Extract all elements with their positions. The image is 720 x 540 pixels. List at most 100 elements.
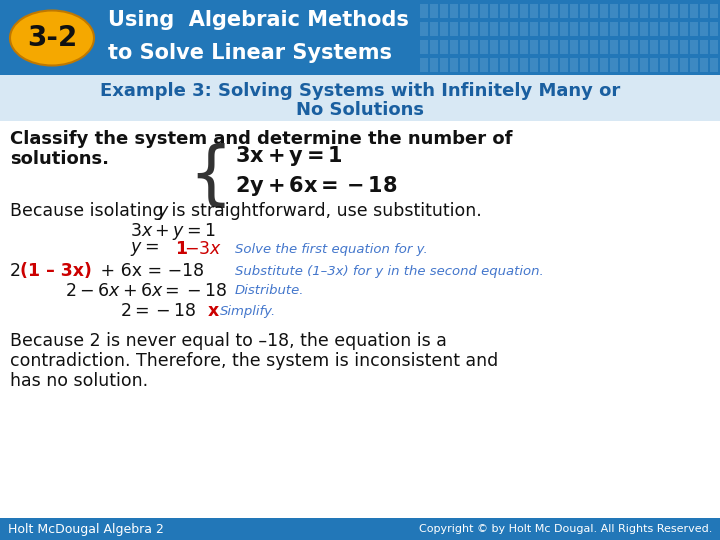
FancyBboxPatch shape: [430, 58, 438, 72]
FancyBboxPatch shape: [530, 22, 538, 36]
FancyBboxPatch shape: [600, 22, 608, 36]
FancyBboxPatch shape: [680, 22, 688, 36]
FancyBboxPatch shape: [580, 40, 588, 54]
Text: Example 3: Solving Systems with Infinitely Many or: Example 3: Solving Systems with Infinite…: [100, 82, 620, 100]
Text: + 6x = −18: + 6x = −18: [95, 262, 204, 280]
Text: Holt McDougal Algebra 2: Holt McDougal Algebra 2: [8, 523, 164, 536]
FancyBboxPatch shape: [420, 58, 428, 72]
FancyBboxPatch shape: [460, 4, 468, 18]
Text: Distribute.: Distribute.: [235, 285, 305, 298]
FancyBboxPatch shape: [480, 58, 488, 72]
FancyBboxPatch shape: [500, 58, 508, 72]
FancyBboxPatch shape: [670, 22, 678, 36]
FancyBboxPatch shape: [670, 40, 678, 54]
FancyBboxPatch shape: [510, 40, 518, 54]
FancyBboxPatch shape: [600, 58, 608, 72]
FancyBboxPatch shape: [570, 58, 578, 72]
FancyBboxPatch shape: [670, 4, 678, 18]
Text: Classify the system and determine the number of: Classify the system and determine the nu…: [10, 130, 513, 148]
Text: contradiction. Therefore, the system is inconsistent and: contradiction. Therefore, the system is …: [10, 352, 498, 370]
FancyBboxPatch shape: [670, 58, 678, 72]
FancyBboxPatch shape: [530, 40, 538, 54]
FancyBboxPatch shape: [710, 58, 718, 72]
FancyBboxPatch shape: [660, 22, 668, 36]
FancyBboxPatch shape: [450, 4, 458, 18]
FancyBboxPatch shape: [460, 22, 468, 36]
FancyBboxPatch shape: [710, 22, 718, 36]
FancyBboxPatch shape: [650, 40, 658, 54]
FancyBboxPatch shape: [700, 40, 708, 54]
FancyBboxPatch shape: [690, 58, 698, 72]
FancyBboxPatch shape: [430, 22, 438, 36]
FancyBboxPatch shape: [0, 0, 720, 75]
FancyBboxPatch shape: [650, 22, 658, 36]
FancyBboxPatch shape: [620, 4, 628, 18]
FancyBboxPatch shape: [550, 22, 558, 36]
FancyBboxPatch shape: [690, 40, 698, 54]
FancyBboxPatch shape: [630, 4, 638, 18]
FancyBboxPatch shape: [500, 4, 508, 18]
Text: x: x: [208, 302, 220, 320]
Text: Because isolating: Because isolating: [10, 202, 169, 220]
FancyBboxPatch shape: [470, 4, 478, 18]
FancyBboxPatch shape: [470, 58, 478, 72]
Text: to Solve Linear Systems: to Solve Linear Systems: [108, 43, 392, 63]
FancyBboxPatch shape: [500, 22, 508, 36]
FancyBboxPatch shape: [580, 58, 588, 72]
FancyBboxPatch shape: [610, 22, 618, 36]
Text: Copyright © by Holt Mc Dougal. All Rights Reserved.: Copyright © by Holt Mc Dougal. All Right…: [418, 524, 712, 534]
FancyBboxPatch shape: [580, 4, 588, 18]
Text: Because 2 is never equal to –18, the equation is a: Because 2 is never equal to –18, the equ…: [10, 332, 447, 350]
FancyBboxPatch shape: [560, 40, 568, 54]
Text: is straightforward, use substitution.: is straightforward, use substitution.: [166, 202, 482, 220]
FancyBboxPatch shape: [440, 40, 448, 54]
FancyBboxPatch shape: [540, 40, 548, 54]
FancyBboxPatch shape: [570, 22, 578, 36]
FancyBboxPatch shape: [0, 518, 720, 540]
FancyBboxPatch shape: [710, 4, 718, 18]
FancyBboxPatch shape: [600, 40, 608, 54]
FancyBboxPatch shape: [550, 58, 558, 72]
FancyBboxPatch shape: [490, 22, 498, 36]
FancyBboxPatch shape: [470, 40, 478, 54]
Text: Simplify.: Simplify.: [220, 305, 276, 318]
FancyBboxPatch shape: [660, 4, 668, 18]
FancyBboxPatch shape: [620, 22, 628, 36]
Text: $-3x$: $-3x$: [184, 240, 222, 258]
FancyBboxPatch shape: [700, 4, 708, 18]
FancyBboxPatch shape: [650, 58, 658, 72]
FancyBboxPatch shape: [630, 58, 638, 72]
FancyBboxPatch shape: [590, 58, 598, 72]
Text: Solve the first equation for y.: Solve the first equation for y.: [235, 242, 428, 255]
FancyBboxPatch shape: [520, 58, 528, 72]
Text: No Solutions: No Solutions: [296, 101, 424, 119]
FancyBboxPatch shape: [430, 4, 438, 18]
FancyBboxPatch shape: [520, 40, 528, 54]
FancyBboxPatch shape: [510, 58, 518, 72]
FancyBboxPatch shape: [580, 22, 588, 36]
FancyBboxPatch shape: [480, 22, 488, 36]
FancyBboxPatch shape: [610, 40, 618, 54]
FancyBboxPatch shape: [0, 75, 720, 121]
Text: $\mathbf{3x + y = 1}$: $\mathbf{3x + y = 1}$: [235, 144, 343, 168]
Text: $y = $: $y = $: [130, 240, 159, 258]
FancyBboxPatch shape: [620, 58, 628, 72]
Text: $2 - 6x + 6x = -18$: $2 - 6x + 6x = -18$: [65, 282, 227, 300]
FancyBboxPatch shape: [560, 22, 568, 36]
Text: 3-2: 3-2: [27, 24, 77, 52]
FancyBboxPatch shape: [480, 4, 488, 18]
FancyBboxPatch shape: [450, 40, 458, 54]
FancyBboxPatch shape: [610, 58, 618, 72]
FancyBboxPatch shape: [600, 4, 608, 18]
FancyBboxPatch shape: [680, 58, 688, 72]
Text: Substitute (1–3x) for y in the second equation.: Substitute (1–3x) for y in the second eq…: [235, 265, 544, 278]
FancyBboxPatch shape: [440, 58, 448, 72]
FancyBboxPatch shape: [640, 40, 648, 54]
FancyBboxPatch shape: [430, 40, 438, 54]
FancyBboxPatch shape: [700, 58, 708, 72]
Text: y: y: [157, 202, 167, 220]
FancyBboxPatch shape: [640, 22, 648, 36]
FancyBboxPatch shape: [530, 58, 538, 72]
FancyBboxPatch shape: [550, 40, 558, 54]
FancyBboxPatch shape: [590, 4, 598, 18]
